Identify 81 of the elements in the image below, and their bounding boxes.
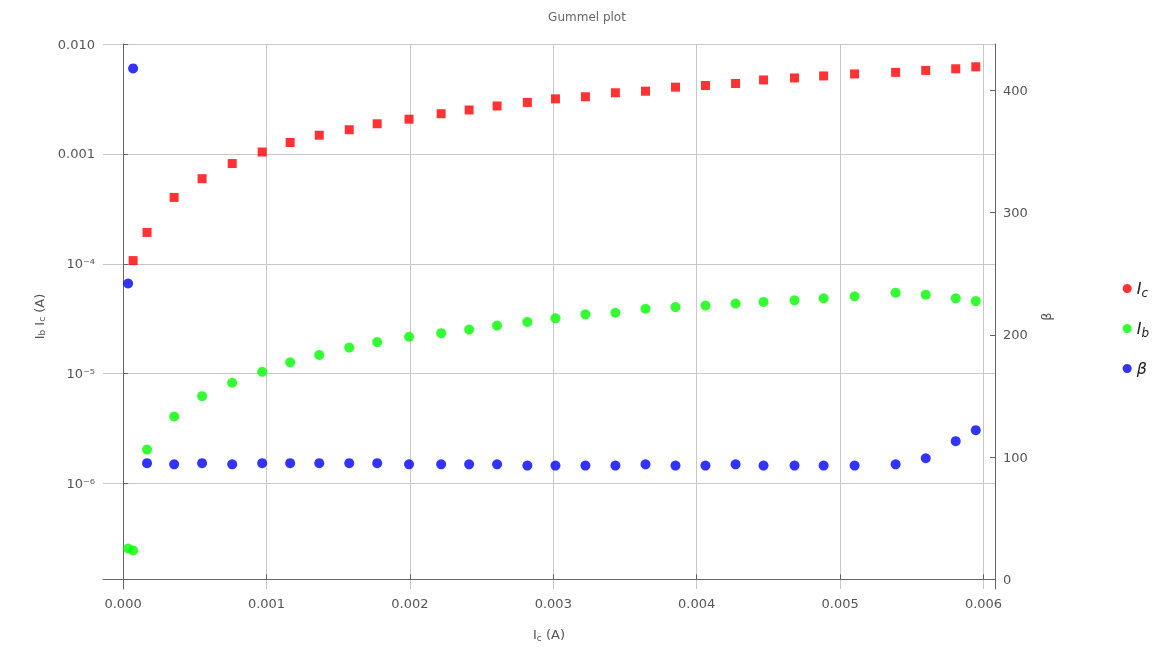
point bbox=[285, 138, 295, 147]
point bbox=[790, 73, 800, 83]
point bbox=[492, 320, 503, 331]
point bbox=[169, 192, 179, 202]
y-tick-label: 0.001 bbox=[57, 146, 95, 162]
point bbox=[128, 545, 139, 556]
x-tick-label: 0.003 bbox=[534, 596, 572, 611]
point bbox=[610, 307, 621, 318]
point bbox=[372, 337, 383, 348]
point bbox=[257, 147, 267, 157]
point bbox=[464, 324, 475, 335]
point bbox=[436, 328, 447, 339]
point bbox=[142, 444, 153, 455]
chart-title: Gummel plot bbox=[548, 10, 627, 24]
point bbox=[670, 82, 680, 92]
point bbox=[580, 92, 590, 102]
y2-axis-title: β bbox=[1039, 312, 1054, 321]
point bbox=[731, 79, 741, 89]
point bbox=[700, 81, 710, 91]
x-tick-label: 0.000 bbox=[104, 596, 142, 611]
point bbox=[197, 174, 207, 184]
y2-tick-label: 300 bbox=[1003, 205, 1028, 221]
point bbox=[227, 377, 238, 388]
y-tick-label: 0.010 bbox=[57, 36, 95, 52]
point bbox=[670, 302, 681, 313]
y2-tick-label: 100 bbox=[1003, 449, 1028, 465]
point bbox=[257, 366, 268, 377]
point bbox=[950, 293, 961, 304]
point bbox=[436, 109, 446, 119]
point bbox=[730, 298, 741, 309]
point bbox=[951, 64, 961, 74]
y2-tick-label: 200 bbox=[1003, 327, 1028, 343]
x-tick-label: 0.005 bbox=[821, 596, 859, 611]
point bbox=[970, 296, 981, 307]
y-tick-label: 10⁻⁴ bbox=[66, 256, 95, 272]
point bbox=[550, 94, 560, 104]
point bbox=[758, 296, 769, 307]
point bbox=[522, 316, 533, 327]
point bbox=[344, 342, 355, 353]
x-tick-label: 0.002 bbox=[391, 596, 429, 611]
point bbox=[818, 293, 829, 304]
point bbox=[921, 65, 931, 75]
x-tick-label: 0.006 bbox=[964, 596, 1003, 611]
point bbox=[404, 331, 415, 342]
point bbox=[789, 295, 800, 306]
point bbox=[522, 97, 532, 107]
point bbox=[227, 159, 237, 169]
y-tick-label: 10⁻⁶ bbox=[66, 476, 95, 492]
point bbox=[759, 75, 769, 85]
point bbox=[464, 105, 474, 115]
point bbox=[128, 256, 138, 266]
point bbox=[550, 313, 561, 324]
point bbox=[819, 71, 829, 81]
y-axis-title: Ib Ic (A) bbox=[31, 293, 48, 340]
point bbox=[372, 119, 382, 129]
point bbox=[344, 125, 354, 135]
x-tick-label: 0.001 bbox=[247, 596, 286, 611]
point bbox=[849, 291, 860, 302]
point bbox=[920, 289, 931, 300]
legend-label: β bbox=[1135, 359, 1147, 378]
point bbox=[700, 300, 711, 311]
point bbox=[314, 350, 325, 361]
x-tick-label: 0.004 bbox=[678, 596, 716, 611]
point bbox=[142, 227, 152, 237]
point bbox=[641, 86, 651, 96]
point bbox=[890, 287, 901, 298]
point bbox=[971, 62, 981, 72]
point bbox=[314, 130, 324, 140]
point bbox=[169, 411, 180, 422]
y-tick-label: 10⁻⁵ bbox=[66, 366, 95, 382]
point bbox=[197, 391, 208, 402]
point bbox=[492, 101, 502, 111]
point bbox=[850, 69, 860, 79]
point bbox=[404, 114, 414, 124]
y2-tick-label: 400 bbox=[1003, 82, 1028, 98]
point bbox=[640, 303, 651, 314]
point bbox=[580, 309, 591, 320]
point bbox=[285, 357, 296, 368]
point bbox=[891, 67, 901, 77]
point bbox=[610, 88, 620, 98]
y2-tick-label: 0 bbox=[1003, 571, 1012, 587]
